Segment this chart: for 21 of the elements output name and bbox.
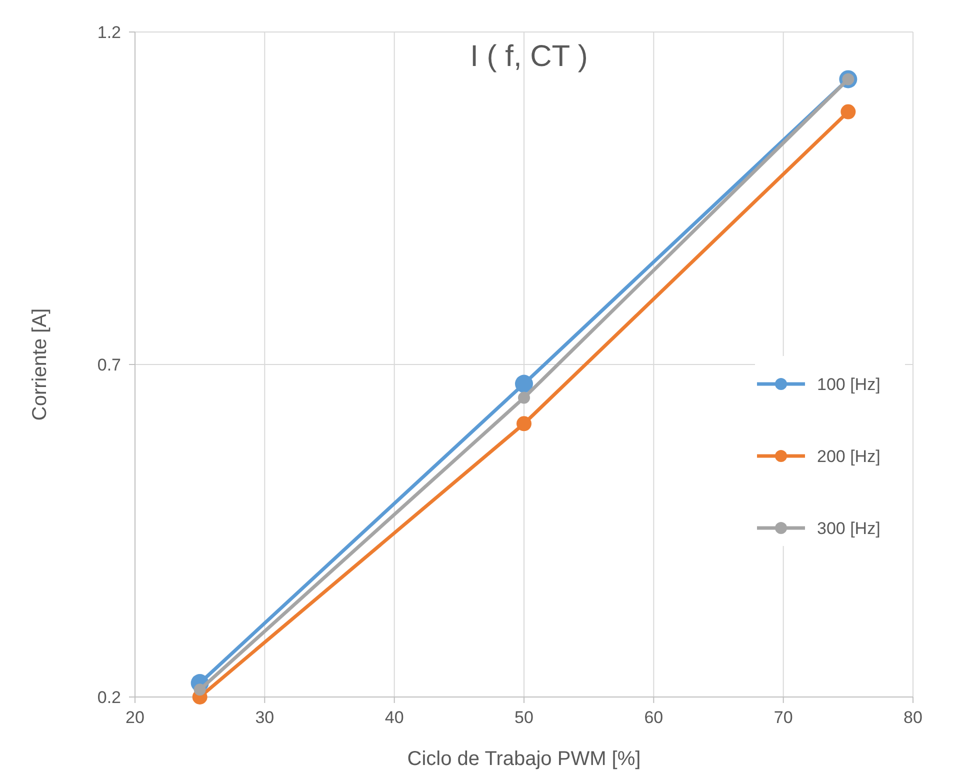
x-tick-label: 20 [126, 708, 144, 727]
legend-label: 300 [Hz] [817, 519, 880, 538]
x-tick-label: 80 [904, 708, 922, 727]
y-tick-label: 0.7 [97, 356, 121, 374]
point [516, 416, 532, 432]
point [515, 374, 533, 393]
x-tick-label: 40 [384, 708, 404, 727]
chart-title: I ( f, CT ) [470, 40, 588, 73]
point [518, 392, 530, 404]
x-axis-title: Ciclo de Trabajo PWM [%] [407, 748, 641, 770]
y-tick-label: 0.2 [97, 688, 121, 707]
legend-label: 200 [Hz] [817, 447, 880, 466]
y-axis-title: Corriente [A] [29, 308, 51, 421]
x-tick-label: 70 [774, 708, 793, 727]
point [194, 684, 206, 696]
point [840, 104, 856, 120]
x-tick-label: 30 [255, 708, 274, 727]
x-tick-label: 50 [514, 708, 534, 727]
x-tick-label: 60 [644, 708, 664, 727]
legend-label: 100 [Hz] [817, 375, 880, 394]
y-tick-label: 1.2 [97, 23, 121, 42]
